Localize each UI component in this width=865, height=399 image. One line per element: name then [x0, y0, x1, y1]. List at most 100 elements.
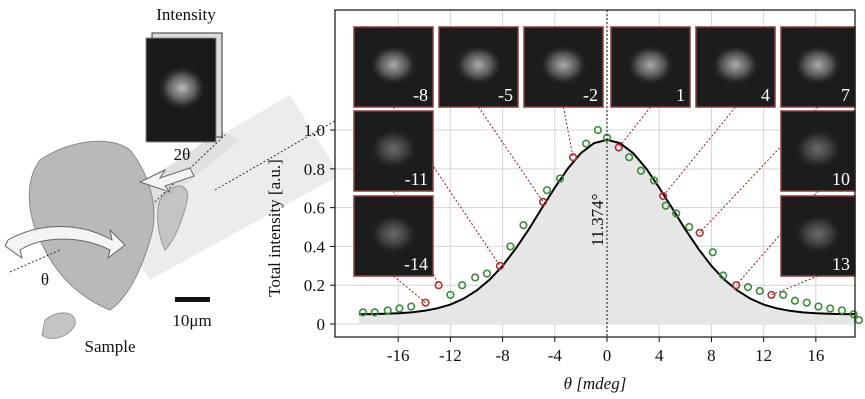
inset-label: -8 [413, 85, 428, 105]
inset-label: -14 [404, 254, 428, 274]
detector-label: Intensity [156, 5, 216, 24]
plot-frame [334, 9, 856, 338]
x-tick-label: 12 [755, 346, 772, 365]
x-tick-label: 16 [807, 346, 824, 365]
x-tick-label: -8 [496, 346, 510, 365]
data-point [506, 242, 515, 251]
inset-connector [662, 106, 736, 197]
scale-label: 10μm [172, 311, 211, 330]
data-point [755, 286, 764, 296]
data-point [446, 290, 455, 300]
data-point [672, 209, 681, 218]
data-point [837, 306, 847, 315]
inset-spot [369, 129, 418, 169]
data-point [395, 304, 404, 313]
rotation-arrow [4, 226, 126, 260]
theta-label: θ [41, 270, 49, 289]
data-point [555, 174, 565, 183]
data-point [370, 308, 379, 317]
sample-piece [41, 312, 76, 339]
x-tick-label: 0 [603, 346, 612, 365]
inset-spot [626, 45, 675, 85]
x-tick-label: -16 [387, 346, 410, 365]
rotation-axis [9, 249, 61, 273]
data-point [719, 271, 728, 280]
data-point [407, 302, 416, 311]
data-point [708, 248, 717, 257]
x-tick-label: -4 [548, 346, 563, 365]
inset-label: -11 [405, 169, 428, 189]
data-point [495, 261, 505, 270]
x-tick-label: -12 [439, 346, 462, 365]
data-point [383, 306, 392, 315]
data-point [779, 290, 788, 300]
data-point [471, 273, 480, 282]
x-axis-title: θ [mdeg] [564, 374, 627, 393]
inset-connector [563, 106, 574, 158]
data-point [814, 302, 823, 311]
data-point [854, 316, 864, 325]
center-label: 11.374° [588, 194, 607, 247]
data-point [636, 166, 646, 175]
inset-spot [369, 45, 418, 85]
inset-label: -5 [498, 85, 513, 105]
data-point [458, 281, 467, 290]
inset-label: 10 [832, 169, 850, 189]
data-point [358, 308, 368, 317]
data-point [649, 176, 659, 185]
data-point [568, 153, 578, 162]
scale-bar [175, 297, 210, 302]
data-point [482, 269, 492, 278]
inset-spot [369, 214, 418, 254]
data-point [434, 281, 443, 290]
data-point [732, 281, 741, 290]
y-tick-label: 0.8 [304, 160, 325, 179]
inset-spot [794, 214, 842, 254]
data-point [582, 139, 591, 148]
inset-spot [539, 45, 588, 85]
x-tick-label: 4 [655, 346, 664, 365]
data-point [767, 290, 776, 300]
data-point [614, 143, 623, 152]
data-point [802, 298, 811, 307]
inset-spot [794, 45, 842, 85]
inset-label: -2 [583, 85, 598, 105]
x-tick-label: 8 [707, 346, 716, 365]
data-point [538, 197, 548, 206]
data-point [661, 201, 670, 210]
y-axis-title: Total intensity [a.u.] [265, 159, 284, 297]
inset-spot [711, 45, 760, 85]
y-tick-label: 0.2 [304, 276, 325, 295]
inset-connector [478, 106, 544, 203]
detector-image [158, 66, 206, 110]
two-theta-label: 2θ [174, 145, 191, 164]
data-point [849, 310, 858, 319]
y-tick-label: 0.4 [304, 237, 326, 256]
y-tick-label: 0.6 [304, 199, 325, 218]
inset-label: 1 [676, 85, 685, 105]
y-tick-label: 1.0 [304, 121, 325, 140]
data-point [826, 304, 835, 313]
inset-label: 4 [761, 85, 770, 105]
inset-connector [393, 275, 426, 304]
beam-edge [214, 114, 346, 191]
data-point [743, 283, 753, 292]
data-point [625, 153, 634, 162]
data-point [695, 228, 704, 237]
data-point [685, 222, 694, 232]
sample-piece [157, 185, 189, 251]
data-point [421, 298, 430, 307]
sample-label: Sample [85, 337, 136, 356]
data-point [790, 296, 800, 305]
two-theta-arrow [138, 167, 195, 194]
inset-spot [794, 129, 842, 169]
data-point [659, 191, 668, 201]
inset-label: 7 [841, 85, 850, 105]
data-point [593, 125, 602, 135]
inset-label: 13 [832, 254, 850, 274]
illustration [4, 32, 346, 339]
data-point [519, 220, 528, 230]
data-point [542, 186, 552, 195]
inset-connector [618, 106, 651, 148]
